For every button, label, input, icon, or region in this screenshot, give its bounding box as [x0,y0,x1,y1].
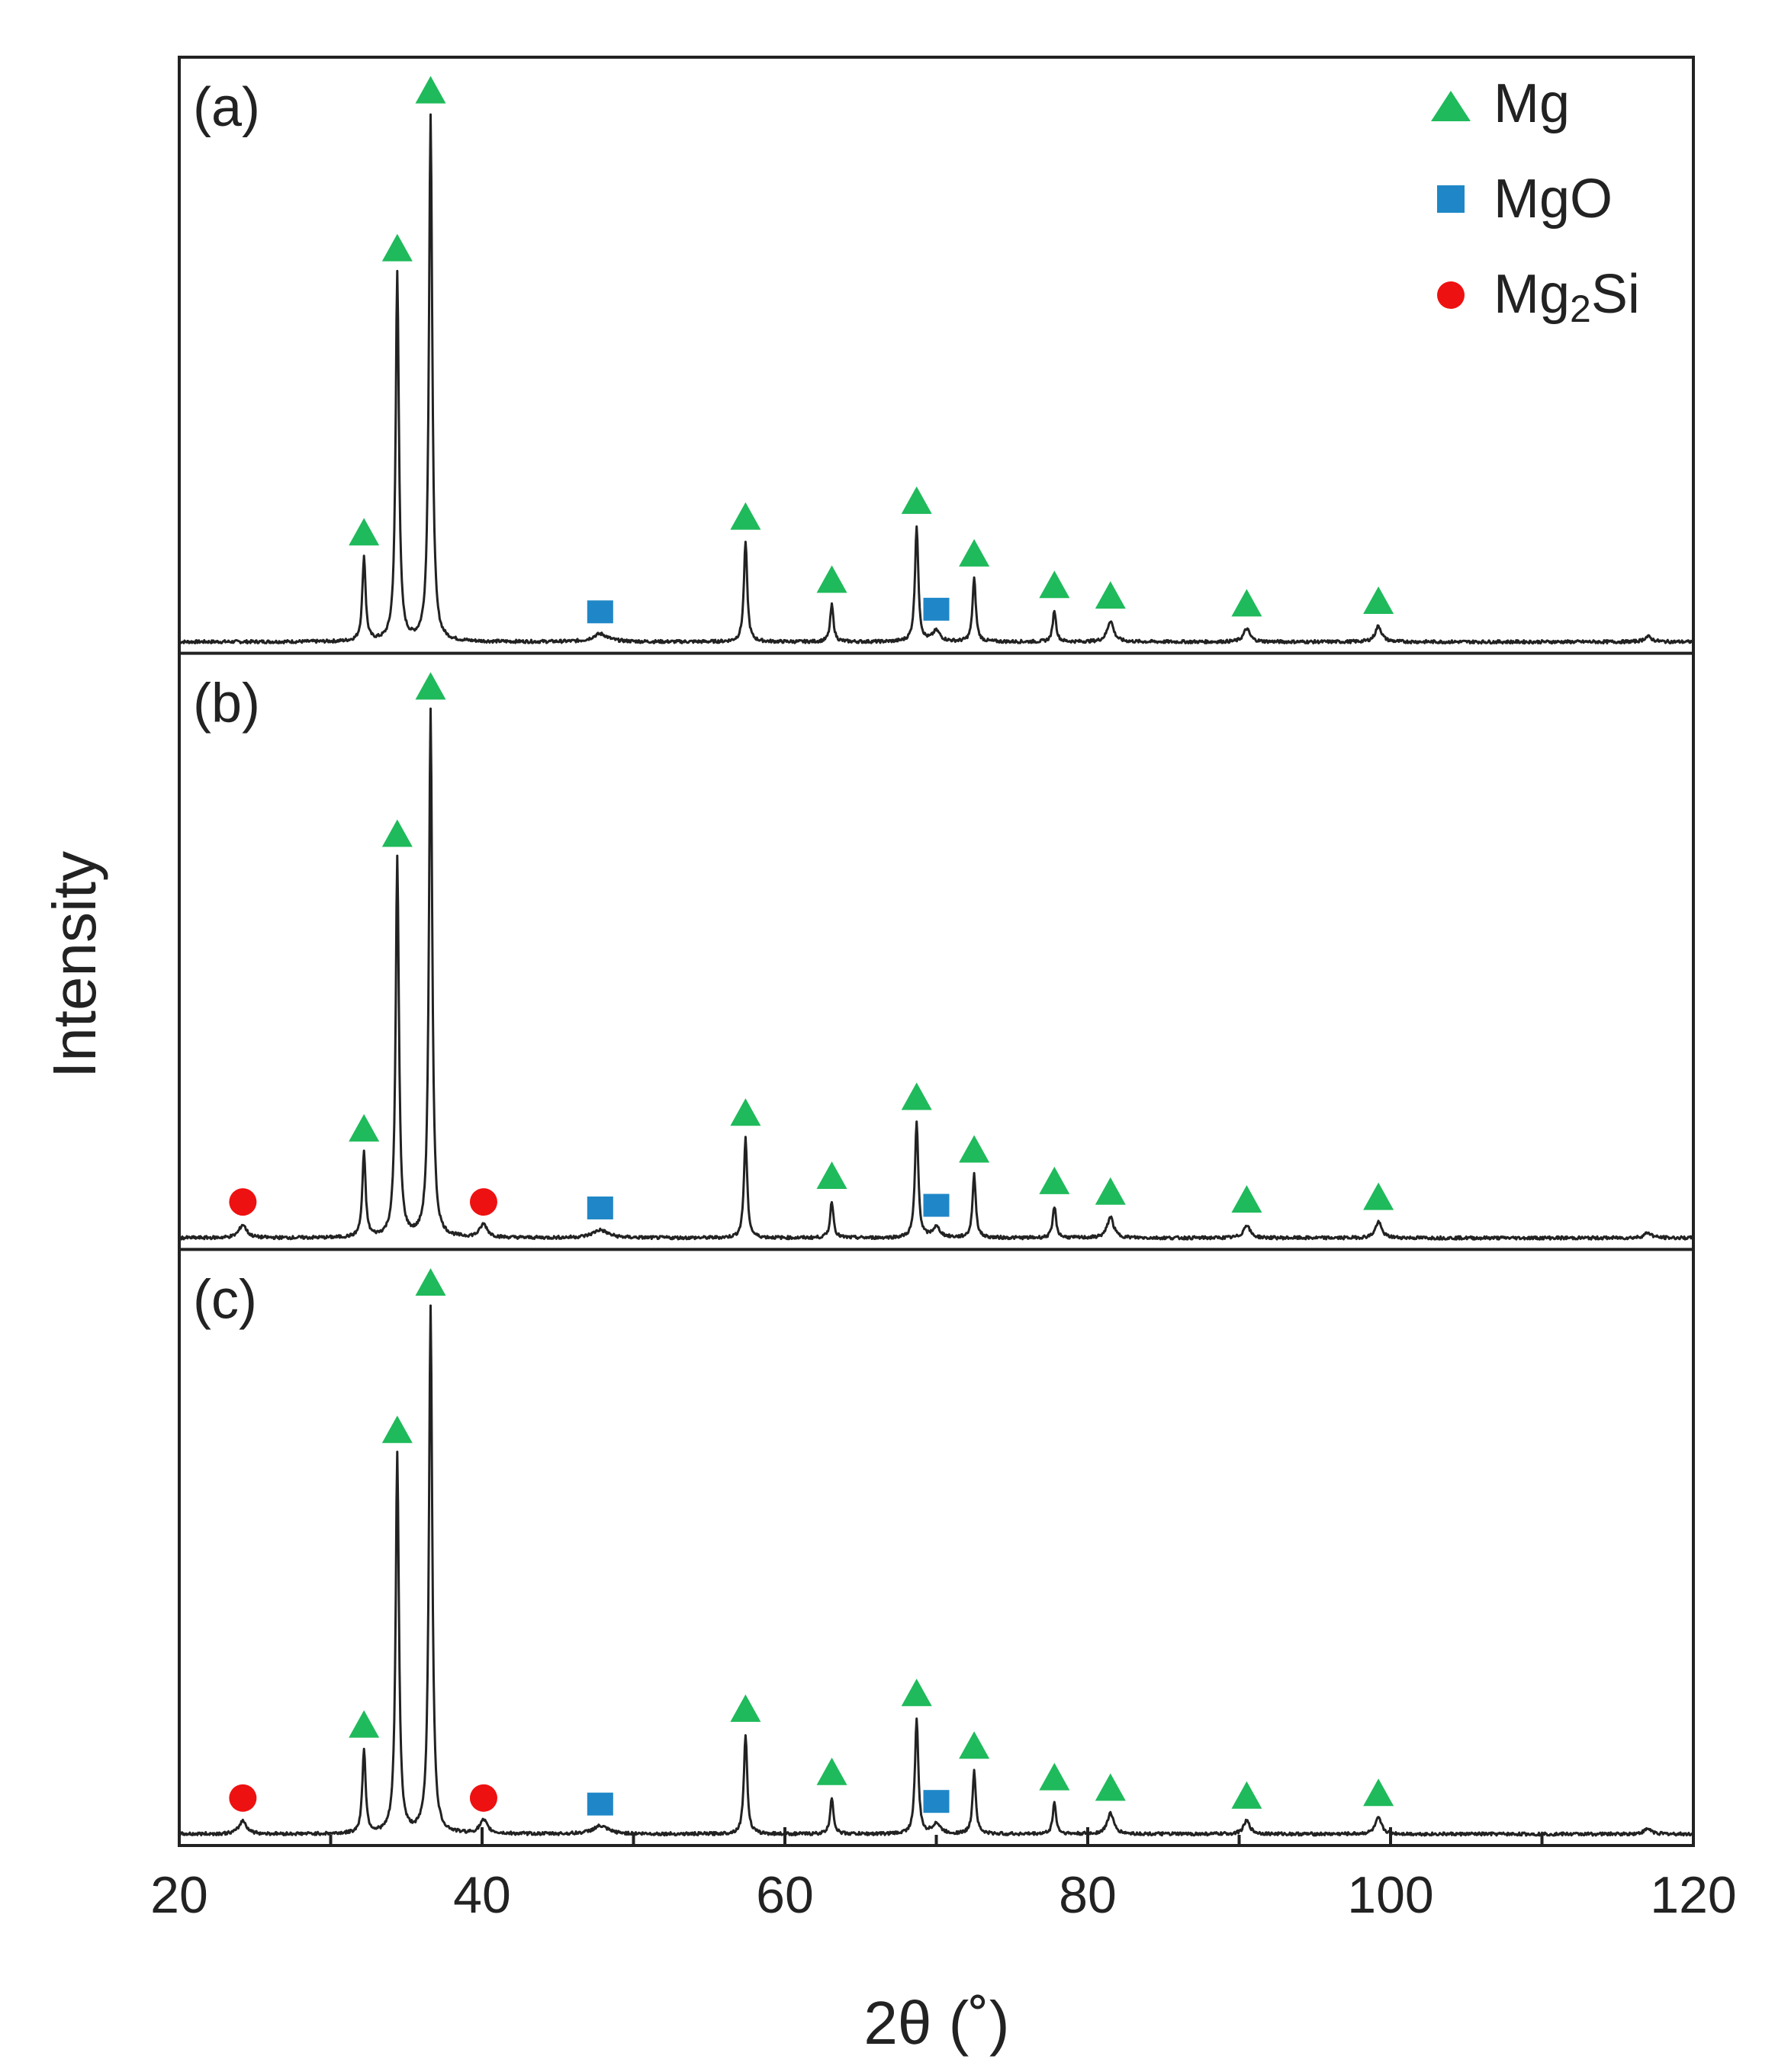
peak-marker-mg [901,1678,932,1707]
legend-mg2si-label: Mg2Si [1494,264,1640,330]
series-layer [178,113,1695,1837]
legend: Mg MgO Mg2Si [1431,73,1640,330]
peak-marker-mg [1231,1185,1262,1213]
peak-marker-mg [901,486,932,514]
peak-marker-mg [1095,1177,1126,1205]
peak-marker-mg [730,1098,761,1126]
x-axis-title: 2θ (˚) [863,1989,1009,2057]
legend-mgo-square-icon [1437,185,1465,213]
legend-mg2si-main: Mg [1494,264,1570,325]
peak-marker-mg2si [469,1784,497,1812]
peak-marker-mg [415,75,446,104]
peak-marker-mg [816,1161,847,1190]
pattern-line-3 [178,1304,1695,1837]
peak-marker-mg [1039,1762,1070,1791]
panel-dividers [179,651,1693,1251]
panel-labels: (a) (b) (c) [193,77,260,1330]
peak-marker-mg [959,1731,990,1759]
peak-marker-mg [381,819,413,847]
legend-mg2si-tail: Si [1591,264,1640,325]
peak-marker-mg [730,1694,761,1722]
peak-marker-mg [959,538,990,567]
peak-marker-mg [1095,581,1126,609]
peak-marker-mg [959,1135,990,1163]
peak-marker-mg [415,672,446,700]
peak-marker-mg [1231,589,1262,617]
legend-mg-label: Mg [1494,73,1570,134]
legend-mgo-label: MgO [1494,169,1613,230]
legend-mg-triangle-icon [1431,91,1471,121]
peak-marker-mg [381,1415,413,1444]
pattern-line-2 [178,707,1694,1241]
panel-label: (b) [193,673,260,734]
peak-marker-mgo [587,1196,613,1219]
x-axis-ticks: 20 40 60 80 100 120 [150,1827,1737,1924]
peak-marker-mg [1039,570,1070,599]
x-tick-label: 80 [1059,1866,1117,1924]
pattern-line-1 [178,113,1695,645]
peak-marker-mgo [923,597,950,621]
legend-mg2si-subscript: 2 [1570,288,1591,330]
peak-marker-mgo [587,600,613,624]
peak-marker-mgo [923,1790,950,1813]
peak-marker-mg2si [229,1784,257,1812]
peak-marker-mg [349,1710,380,1738]
peak-marker-mg [730,502,761,530]
peak-marker-mg [1039,1166,1070,1194]
x-tick-label: 120 [1650,1866,1736,1924]
y-axis-title: Intensity [40,851,108,1078]
marker-layer [229,75,1394,1816]
x-tick-label: 20 [150,1866,208,1924]
x-tick-label: 40 [453,1866,511,1924]
x-tick-label: 100 [1347,1866,1433,1924]
legend-mg2si-circle-icon [1437,281,1465,309]
peak-marker-mg [1231,1781,1262,1809]
peak-marker-mg [816,1757,847,1785]
peak-marker-mg2si [469,1188,497,1216]
peak-marker-mg [1363,1778,1394,1807]
peak-marker-mg [1363,586,1394,614]
peak-marker-mg [1363,1182,1394,1210]
x-tick-label: 60 [756,1866,814,1924]
panel-label: (c) [193,1269,257,1330]
peak-marker-mg [816,565,847,593]
panel-label: (a) [193,77,260,138]
peak-marker-mg [901,1082,932,1110]
peak-marker-mgo [587,1792,613,1816]
peak-marker-mg [381,233,413,262]
peak-marker-mgo [923,1193,950,1217]
peak-marker-mg [1095,1773,1126,1801]
peak-marker-mg [349,518,380,546]
peak-marker-mg2si [229,1188,257,1216]
peak-marker-mg [415,1268,446,1296]
peak-marker-mg [349,1113,380,1142]
